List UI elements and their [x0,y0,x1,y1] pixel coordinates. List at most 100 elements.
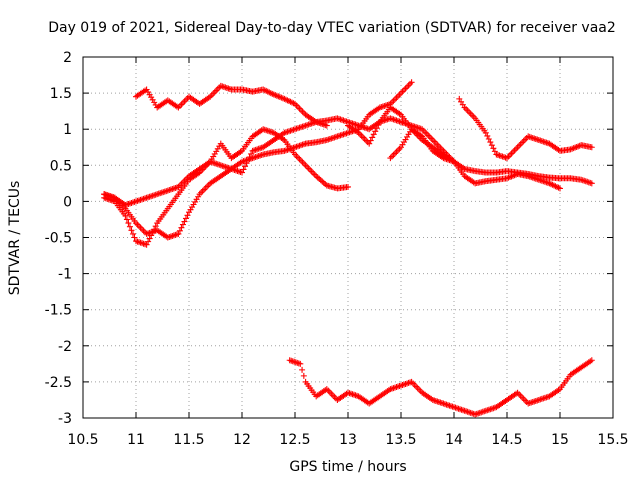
data-point [416,386,423,393]
x-tick-label: 14 [445,432,463,448]
data-point [394,93,401,100]
series-upper-arc [133,82,330,129]
data-point [213,87,220,94]
plot-frame [82,56,614,419]
series-arc-to-13.6 [101,79,415,241]
data-point [139,226,146,233]
data-point [466,109,473,116]
data-point [520,138,527,145]
data-point [199,188,206,195]
y-tick-label: -0.5 [45,231,72,247]
x-tick-label: 12 [233,432,251,448]
data-point [175,230,182,237]
data-point [364,139,371,146]
data-point [361,135,368,142]
data-point [122,212,129,219]
data-point [469,112,476,119]
series-arc-to-13.0 [101,126,351,248]
data-point [405,82,412,89]
data-point [316,175,323,182]
data-point [148,232,155,239]
data-point [485,135,492,142]
data-point [245,157,252,164]
y-tick-label: -1.5 [45,303,72,319]
data-point [588,180,595,187]
data-point [298,107,305,114]
y-tick-label: 1 [63,122,72,138]
data-point [390,151,397,158]
data-point [428,135,435,142]
x-axis-label: GPS time / hours [289,459,406,475]
data-point [179,179,186,186]
data-point [298,157,305,164]
data-point [308,168,315,175]
data-point [422,129,429,136]
data-point [126,223,133,230]
data-point [402,85,409,92]
data-point [313,173,320,180]
x-tick-label: 10.5 [67,432,98,448]
grid [83,57,613,418]
data-point [484,132,491,139]
series-arc-to-15.0 [387,126,563,192]
data-point [414,385,421,392]
y-tick-label: -2.5 [45,375,72,391]
data-point [137,224,144,231]
data-point [588,357,595,364]
data-point [176,227,183,234]
y-tick-label: 0.5 [50,158,72,174]
data-point [129,230,136,237]
data-point [297,360,304,367]
series-lower-arc [286,357,595,418]
data-point [293,153,300,160]
data-point [143,241,150,248]
data-point [520,395,527,402]
data-point [387,155,394,162]
data-point [242,163,249,170]
data-point [181,218,188,225]
y-tick-label: -1 [58,267,72,283]
data-point [204,183,211,190]
data-point [490,145,497,152]
data-point [491,148,498,155]
series-arc-to-15.3 [345,104,595,187]
data-point [319,178,326,185]
data-point [302,162,309,169]
data-point [519,139,526,146]
data-point [329,392,336,399]
x-tick-label: 12.5 [279,432,310,448]
data-point [123,216,130,223]
data-point [390,97,397,104]
data-point [201,186,208,193]
data-point [519,394,526,401]
data-point [328,390,335,397]
data-point [517,141,524,148]
data-point [516,391,523,398]
x-tick-label: 13.5 [385,432,416,448]
data-point [358,132,365,139]
data-point [125,220,132,227]
y-tick-label: -2 [58,339,72,355]
data-point [145,238,152,245]
data-point [304,163,311,170]
series-late-arc [456,95,595,162]
x-tick-label: 13 [339,432,357,448]
data-point [239,169,245,176]
data-point [317,177,324,184]
axes: 10.5 11 11.5 12 12.5 13 13.5 14 14.5 15 15.5-3-2.5… [45,50,629,448]
data-point [391,150,398,157]
data-point [299,366,306,373]
data-point [314,174,321,181]
data-point [394,147,401,154]
x-tick-label: 11 [127,432,145,448]
data-point [301,160,308,167]
data-point [464,107,471,114]
data-point [311,171,318,178]
data-point [307,166,314,173]
data-point [588,144,595,151]
data-point [398,90,404,97]
data-point [131,234,138,241]
data-point [393,94,400,101]
y-axis-label: SDTVAR / TECUs [7,181,23,296]
